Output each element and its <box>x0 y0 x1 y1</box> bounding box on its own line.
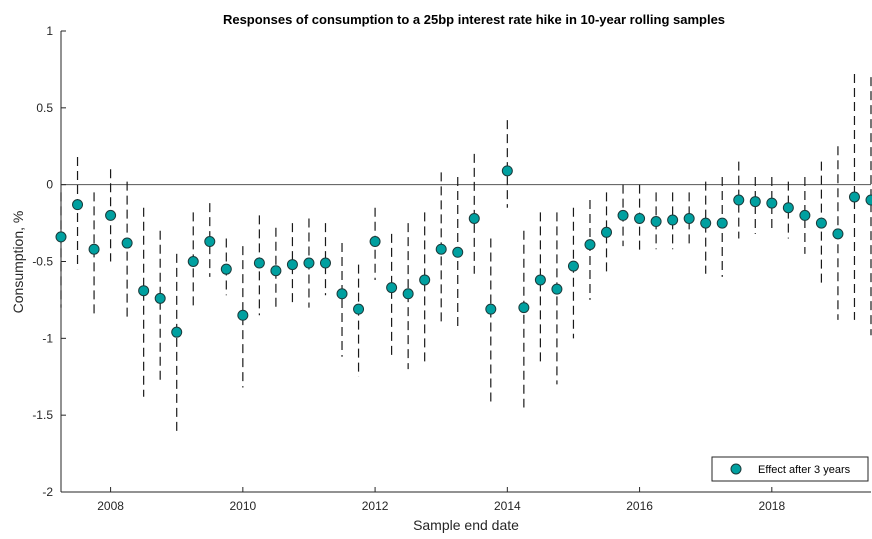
y-tick-label: 0 <box>46 178 53 192</box>
y-tick-label: -1.5 <box>32 408 53 422</box>
data-point <box>534 274 546 286</box>
data-point <box>700 217 712 229</box>
data-point <box>435 243 447 255</box>
data-point <box>799 209 811 221</box>
x-tick-label: 2008 <box>97 499 124 513</box>
x-tick-label: 2016 <box>626 499 653 513</box>
data-point <box>584 239 596 251</box>
data-point <box>353 303 365 315</box>
data-point <box>468 212 480 224</box>
data-point <box>733 194 745 206</box>
data-point <box>204 236 216 248</box>
data-point <box>303 257 315 269</box>
marks-layer <box>55 74 872 436</box>
data-point <box>253 257 265 269</box>
data-point <box>402 288 414 300</box>
data-point <box>336 288 348 300</box>
data-point <box>237 309 249 321</box>
data-point <box>485 303 497 315</box>
data-point <box>667 214 679 226</box>
y-axis-label: Consumption, % <box>10 211 26 314</box>
data-point <box>171 326 183 338</box>
data-point <box>88 243 100 255</box>
data-point <box>782 202 794 214</box>
legend-label: Effect after 3 years <box>758 464 851 476</box>
data-point <box>567 260 579 272</box>
data-point <box>683 212 695 224</box>
y-tick-label: -1 <box>42 331 53 345</box>
data-point <box>72 199 84 211</box>
y-tick-label: -0.5 <box>32 255 53 269</box>
data-point <box>55 231 67 243</box>
data-point <box>270 265 282 277</box>
data-point <box>650 216 662 228</box>
x-tick-label: 2018 <box>758 499 785 513</box>
data-point <box>716 217 728 229</box>
data-point <box>617 209 629 221</box>
data-point <box>634 212 646 224</box>
data-point <box>286 259 298 271</box>
data-point <box>865 194 872 206</box>
data-point <box>154 292 166 304</box>
y-tick-label: -2 <box>42 485 53 499</box>
y-tick-label: 1 <box>46 24 53 38</box>
data-point <box>766 197 778 209</box>
data-point <box>551 283 563 295</box>
data-point <box>369 236 381 248</box>
data-point <box>815 217 827 229</box>
legend: Effect after 3 years <box>711 456 869 482</box>
data-point <box>832 228 844 240</box>
data-point <box>105 209 117 221</box>
data-point <box>749 196 761 208</box>
data-point <box>220 263 232 275</box>
data-point <box>501 165 513 177</box>
data-point <box>138 285 150 297</box>
data-point <box>187 256 199 267</box>
tick-layer: 2008 2010 2012 2014 2016 2018 -2 -1.5 -1 -0.5 0 0.5… <box>32 24 785 513</box>
x-tick-label: 2014 <box>494 499 521 513</box>
x-axis-label: Sample end date <box>413 517 519 533</box>
data-point <box>601 226 613 238</box>
data-point <box>386 282 398 294</box>
data-point <box>518 302 530 314</box>
data-point <box>452 246 464 258</box>
chart-title: Responses of consumption to a 25bp inter… <box>223 12 725 27</box>
x-tick-label: 2012 <box>362 499 389 513</box>
legend-marker <box>730 463 742 475</box>
data-point <box>419 274 431 286</box>
data-point <box>848 191 860 203</box>
x-tick-label: 2010 <box>229 499 256 513</box>
data-point <box>121 237 133 249</box>
data-point <box>319 257 331 269</box>
y-tick-label: 0.5 <box>36 101 53 115</box>
